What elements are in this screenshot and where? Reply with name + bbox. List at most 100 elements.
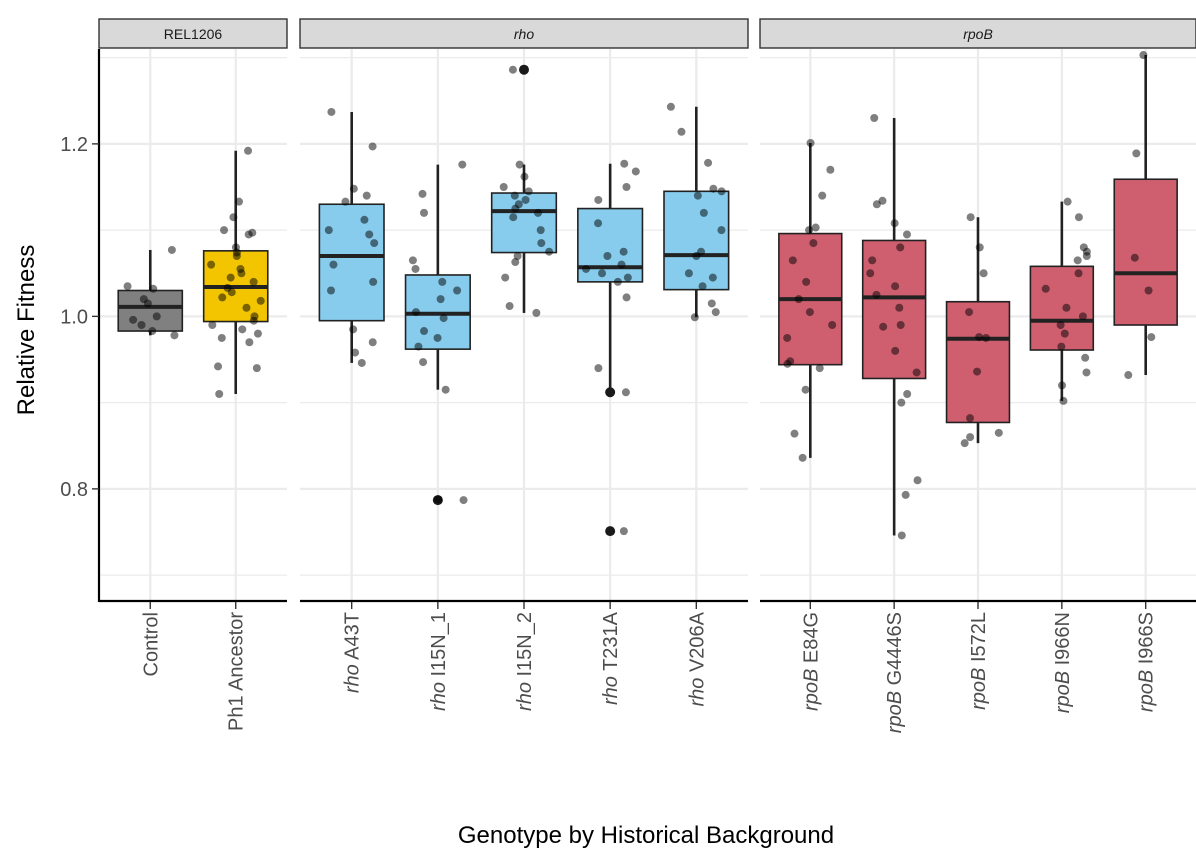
data-point [891,346,900,355]
data-point [788,256,797,265]
box [1029,265,1095,351]
data-point [414,342,423,351]
box [663,190,730,291]
facet-strip [98,18,288,49]
data-point [866,269,875,278]
data-point [783,359,792,368]
data-point [802,277,811,286]
data-point [149,284,158,293]
data-point [912,368,921,377]
x-tick-label: rpoB E84G [800,612,822,711]
data-point [826,165,835,174]
data-point [896,321,905,329]
data-point [913,476,922,485]
data-point [208,321,217,329]
x-axis-title: Genotype by Historical Background [458,822,834,849]
data-point [828,321,837,329]
data-point [872,290,881,299]
data-point [458,160,467,169]
data-point [870,114,879,122]
y-tick-label: 0.8 [60,479,88,501]
data-point [217,333,226,342]
data-point [237,269,246,278]
data-point [896,243,905,252]
data-point [872,200,881,209]
data-point [895,303,904,312]
data-point [617,260,626,269]
data-point [420,208,429,217]
data-point [975,243,984,252]
data-point [238,325,247,334]
data-point [521,195,530,204]
x-tick-label-text: I572L [968,612,990,668]
data-point [370,239,379,248]
x-tick-label-text: I15N_2 [514,612,536,682]
facet-strip-label: REL1206 [164,26,223,42]
data-point [666,102,675,111]
data-point [229,213,238,222]
data-point [622,183,631,191]
x-tick-label: Control [140,612,162,676]
data-point [249,277,258,286]
data-point [620,159,629,168]
data-point [966,414,975,423]
data-point [1060,329,1069,338]
data-point [897,531,906,540]
facet-strip-label: rpoB [963,26,993,42]
data-point [594,195,603,204]
facet-strip-italic: rpoB [963,26,993,42]
data-point [244,230,253,239]
data-point [809,239,818,248]
data-point [711,308,720,317]
data-point [365,230,374,239]
data-point [408,256,417,265]
data-point [798,453,807,462]
strips-layer: REL1206 rho rpoB [98,18,1196,49]
data-point [994,428,1003,437]
data-point [973,367,982,376]
data-point [357,358,366,367]
data-point [143,299,152,308]
data-point [441,385,450,394]
data-point [1082,368,1091,377]
data-point [717,187,726,196]
data-point [1130,253,1139,262]
data-point [511,204,520,213]
data-point [818,191,827,200]
data-point [351,348,360,357]
data-point [534,208,543,217]
x-tick-label-text: I966S [1136,612,1158,670]
data-point [242,303,251,312]
data-point [244,146,253,155]
box [945,300,1011,424]
data-point [1059,396,1068,405]
data-point [897,398,906,407]
data-point [704,158,713,167]
data-point [368,142,377,151]
data-point [218,293,227,302]
outlier-point [605,387,616,398]
data-point [631,167,640,176]
data-point [619,527,628,536]
data-point [890,219,899,228]
data-point [362,191,371,200]
data-point [621,388,630,397]
data-point [505,302,514,311]
x-tick-label-italic: rho [514,682,536,711]
facet-strip-italic: rho [514,26,534,42]
data-point [1124,371,1133,380]
x-tick-label-text: Ph1 Ancestor [226,612,248,731]
data-point [902,230,911,239]
data-point [420,327,429,336]
x-tick-label-text: G4446S [884,612,906,691]
data-point [214,362,223,371]
data-point [520,172,529,181]
data-point [129,315,138,324]
x-tick-label-italic: rho [686,678,708,707]
data-point [1074,213,1083,222]
data-point [801,385,810,394]
data-point [717,226,726,235]
data-point [708,273,717,282]
x-tick-label: rpoB G4446S [884,612,906,733]
data-point [148,327,157,336]
